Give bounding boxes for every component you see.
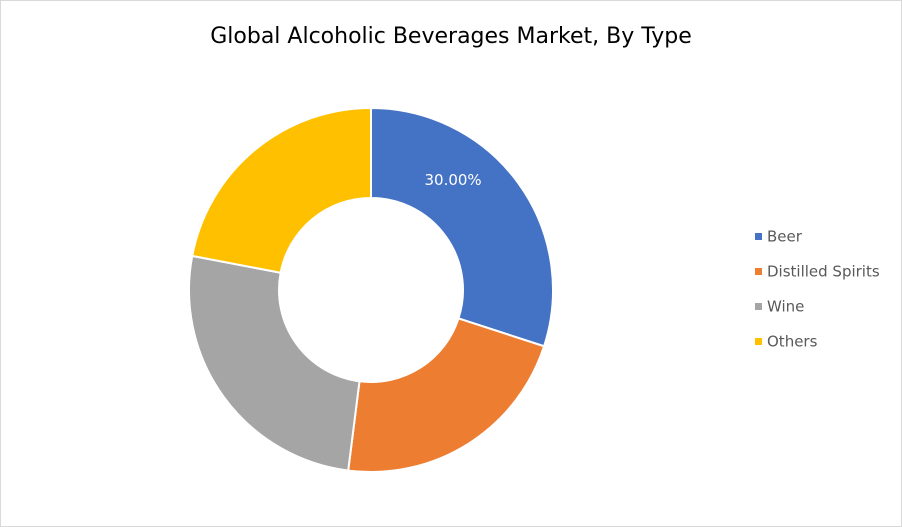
data-label: 30.00% <box>424 171 481 189</box>
legend-swatch <box>755 338 762 345</box>
donut-slice <box>191 106 372 274</box>
legend-label: Beer <box>767 228 803 246</box>
donut-slice <box>347 317 546 473</box>
donut-slice <box>370 106 554 348</box>
legend-label: Distilled Spirits <box>767 263 880 281</box>
chart-title: Global Alcoholic Beverages Market, By Ty… <box>210 24 692 49</box>
legend-label: Others <box>767 333 818 351</box>
legend-swatch <box>755 233 762 240</box>
legend-swatch <box>755 303 762 310</box>
legend-label: Wine <box>767 298 804 316</box>
legend-swatch <box>755 268 762 275</box>
donut-slice <box>188 254 361 472</box>
